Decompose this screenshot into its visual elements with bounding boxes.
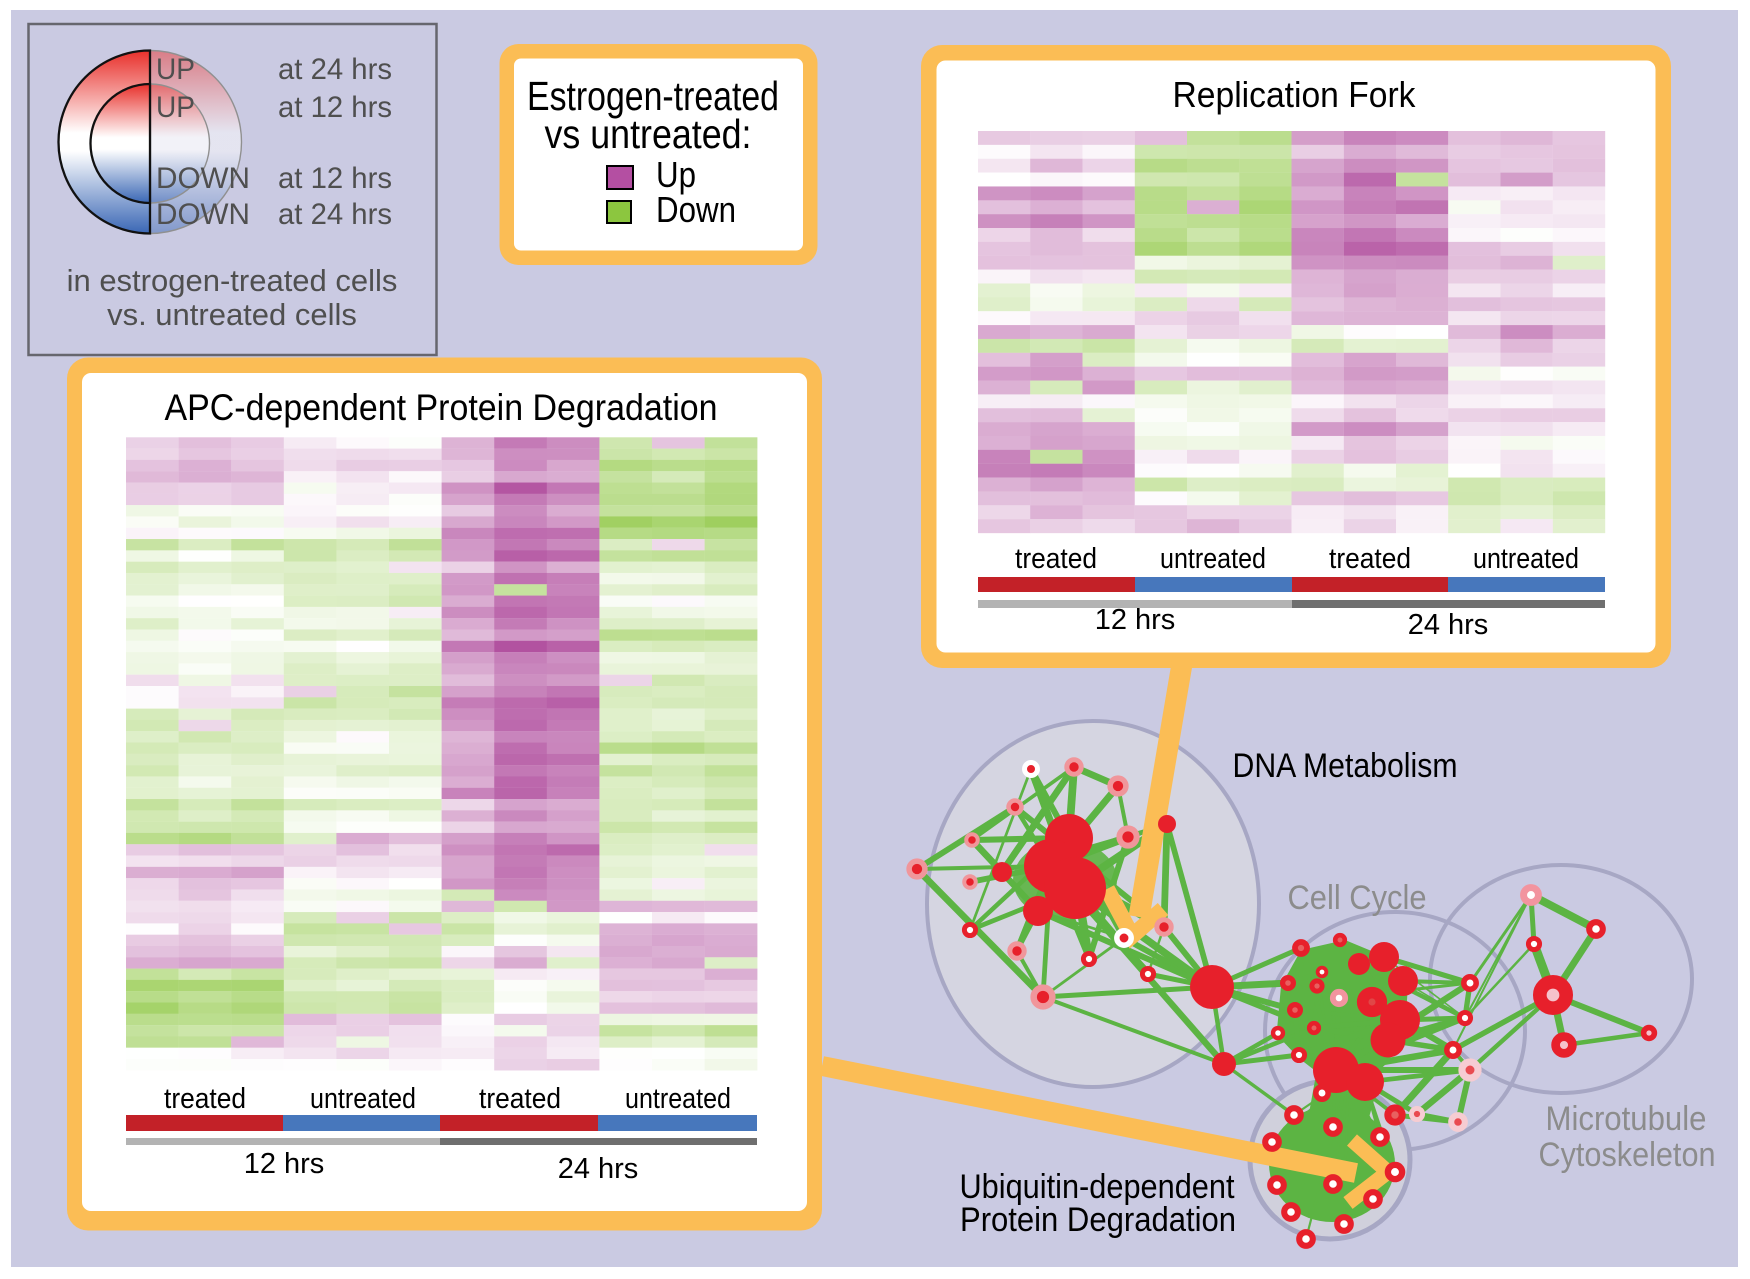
svg-text:treated: treated	[479, 1083, 561, 1115]
svg-text:untreated: untreated	[625, 1083, 731, 1115]
svg-text:untreated: untreated	[1473, 543, 1579, 575]
svg-text:12 hrs: 12 hrs	[1095, 604, 1176, 636]
svg-text:Cytoskeleton: Cytoskeleton	[1539, 1136, 1716, 1174]
svg-text:treated: treated	[1329, 543, 1411, 575]
svg-text:vs untreated:: vs untreated:	[545, 111, 752, 157]
svg-text:Cell Cycle: Cell Cycle	[1288, 879, 1427, 917]
svg-text:at 24 hrs: at 24 hrs	[278, 198, 392, 231]
svg-text:DOWN: DOWN	[156, 162, 250, 195]
svg-text:12 hrs: 12 hrs	[244, 1148, 325, 1180]
svg-text:UP: UP	[156, 53, 195, 86]
svg-text:untreated: untreated	[1160, 543, 1266, 575]
svg-text:treated: treated	[164, 1083, 246, 1115]
svg-text:treated: treated	[1015, 543, 1097, 575]
svg-text:vs. untreated cells: vs. untreated cells	[107, 297, 357, 332]
svg-text:at 12 hrs: at 12 hrs	[278, 91, 392, 124]
svg-text:APC-dependent Protein Degradat: APC-dependent Protein Degradation	[165, 386, 718, 428]
svg-text:Protein Degradation: Protein Degradation	[960, 1201, 1236, 1239]
svg-text:untreated: untreated	[310, 1083, 416, 1115]
svg-text:in estrogen-treated cells: in estrogen-treated cells	[67, 263, 398, 298]
svg-text:at 24 hrs: at 24 hrs	[278, 53, 392, 86]
svg-text:Ubiquitin-dependent: Ubiquitin-dependent	[960, 1168, 1235, 1206]
svg-text:Microtubule: Microtubule	[1546, 1100, 1707, 1138]
svg-text:Up: Up	[656, 154, 696, 195]
svg-text:DNA Metabolism: DNA Metabolism	[1233, 747, 1458, 785]
svg-text:Replication Fork: Replication Fork	[1173, 74, 1417, 115]
svg-text:24 hrs: 24 hrs	[1408, 609, 1489, 641]
svg-text:Down: Down	[656, 189, 736, 230]
svg-text:24 hrs: 24 hrs	[558, 1153, 639, 1185]
svg-text:at 12 hrs: at 12 hrs	[278, 162, 392, 195]
svg-text:Estrogen-treated: Estrogen-treated	[527, 73, 779, 119]
svg-text:DOWN: DOWN	[156, 198, 250, 231]
svg-text:UP: UP	[156, 91, 195, 124]
